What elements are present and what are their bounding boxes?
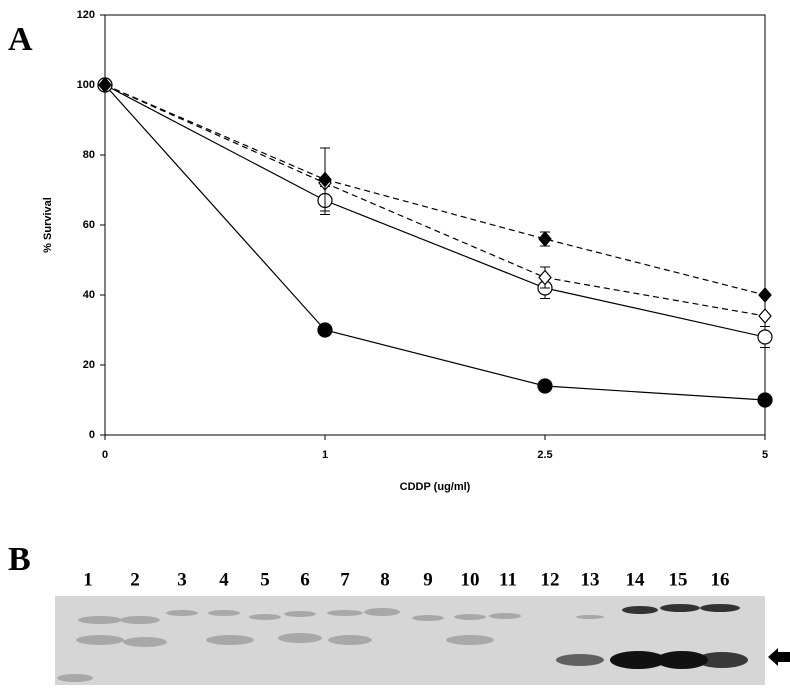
marker [759,309,771,323]
lane-label: 4 [219,569,229,590]
y-tick-label: 120 [77,9,95,21]
marker [538,379,552,393]
lane-label: 12 [541,569,560,590]
lane-label: 9 [423,569,433,590]
lane-label: 15 [669,569,688,590]
y-tick-label: 100 [77,79,95,91]
lane-label: 1 [83,569,93,590]
lane-label: 2 [130,569,140,590]
lane-label: 16 [711,569,730,590]
lane-label: 8 [380,569,390,590]
x-tick-label: 5 [762,449,768,461]
series-line [105,85,765,316]
y-axis-label: % Survival [42,197,54,253]
marker [759,288,771,302]
plot-frame [105,15,765,435]
panel-label: B [8,541,31,578]
lane-label: 6 [300,569,310,590]
lane-label: 14 [626,569,646,590]
y-tick-label: 40 [83,289,95,301]
lane-label: 10 [461,569,480,590]
y-tick-label: 20 [83,359,95,371]
y-tick-label: 0 [89,429,95,441]
lane-label: 3 [177,569,187,590]
marker [758,393,772,407]
lane-label: 7 [340,569,350,590]
lane-label: 11 [499,569,517,590]
x-axis-label: CDDP (ug/ml) [400,481,471,493]
x-tick-label: 1 [322,449,328,461]
gel-image [55,596,765,685]
panel-label: A [8,21,33,58]
y-tick-label: 60 [83,219,95,231]
series-line [105,85,765,295]
marker [758,330,772,344]
marker [539,232,551,246]
figure: A B CDDP (ug/ml) % Survival 020406080100… [0,0,790,685]
x-tick-label: 0 [102,449,108,461]
x-tick-label: 2.5 [537,449,552,461]
marker [318,323,332,337]
lane-label: 13 [581,569,600,590]
arrow [768,648,790,666]
y-tick-label: 80 [83,149,95,161]
series-line [105,85,765,400]
lane-label: 5 [260,569,270,590]
